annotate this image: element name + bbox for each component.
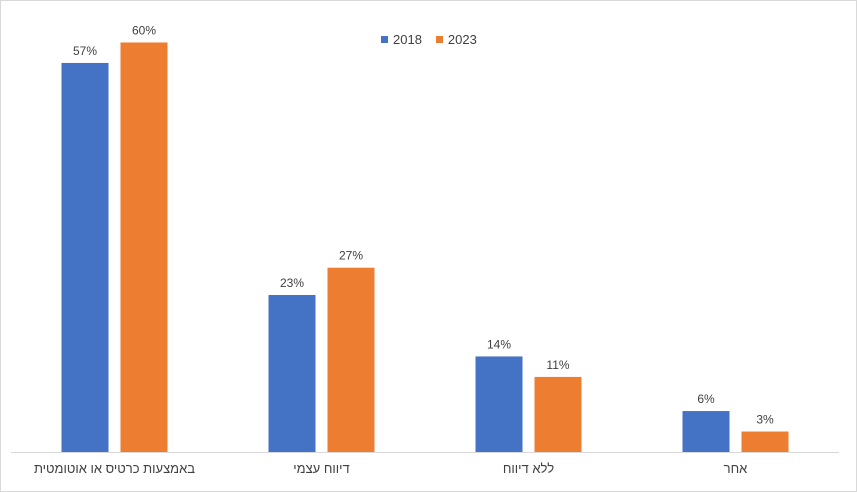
bar-2018-2 [475, 356, 523, 452]
bar-2018-1 [268, 295, 316, 452]
category-label-3: אחר [724, 461, 748, 476]
data-label-2023-1: 27% [339, 249, 363, 263]
legend-swatch-2023 [435, 36, 443, 43]
legend-label-2023: 2023 [447, 32, 477, 47]
data-label-2023-3: 3% [756, 413, 774, 427]
category-label-1: דיווח עצמי [293, 461, 349, 476]
category-label-0: באמצעות כרטיס או אוטומטית [34, 461, 195, 476]
data-label-2023-0: 60% [132, 23, 156, 37]
legend-swatch-2018 [381, 36, 388, 43]
legend-item-2023: 2023 [435, 32, 477, 47]
bar-2018-0 [61, 62, 109, 452]
data-label-2023-2: 11% [546, 358, 569, 372]
data-label-2018-0: 57% [73, 44, 97, 58]
bar-2023-3 [741, 431, 789, 452]
bar-2023-0 [120, 42, 168, 452]
legend-label-2018: 2018 [393, 32, 422, 47]
bar-2023-2 [534, 376, 582, 452]
bar-2018-3 [682, 411, 730, 452]
legend: 2018 2023 [381, 32, 477, 47]
data-label-2018-2: 14% [487, 337, 511, 351]
bar-2023-1 [327, 267, 375, 452]
data-label-2018-3: 6% [697, 392, 715, 406]
category-label-2: ללא דיווח [503, 461, 554, 476]
legend-item-2018: 2018 [381, 32, 422, 47]
data-label-2018-1: 23% [280, 276, 304, 290]
